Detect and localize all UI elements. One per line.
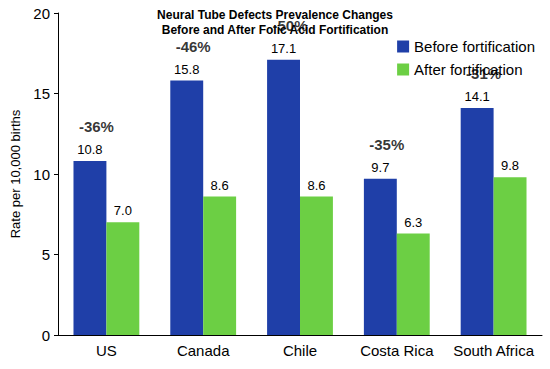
svg-text:14.1: 14.1 [464, 89, 489, 104]
svg-text:6.3: 6.3 [404, 215, 422, 230]
svg-text:8.6: 8.6 [211, 178, 229, 193]
svg-text:20: 20 [33, 5, 50, 22]
svg-text:17.1: 17.1 [271, 41, 296, 56]
svg-text:10.8: 10.8 [77, 142, 102, 157]
svg-text:15: 15 [33, 85, 50, 102]
svg-text:Costa Rica: Costa Rica [360, 342, 434, 359]
svg-text:5: 5 [42, 246, 50, 263]
svg-text:Before and After Folic Acid Fo: Before and After Folic Acid Fortificatio… [162, 23, 388, 37]
svg-text:7.0: 7.0 [114, 203, 132, 218]
svg-text:0: 0 [42, 327, 50, 344]
svg-text:-46%: -46% [176, 38, 211, 55]
svg-text:Rate per 10,000 births: Rate per 10,000 births [8, 109, 23, 238]
svg-text:10: 10 [33, 166, 50, 183]
svg-text:Before fortification: Before fortification [414, 38, 535, 55]
svg-text:US: US [96, 342, 117, 359]
svg-text:9.7: 9.7 [371, 160, 389, 175]
svg-text:15.8: 15.8 [174, 62, 199, 77]
svg-text:8.6: 8.6 [307, 178, 325, 193]
svg-text:Chile: Chile [283, 342, 317, 359]
svg-text:Neural Tube Defects Prevalence: Neural Tube Defects Prevalence Changes [157, 8, 393, 22]
svg-text:South Africa: South Africa [453, 342, 535, 359]
svg-text:Canada: Canada [177, 342, 230, 359]
svg-text:-36%: -36% [79, 118, 114, 135]
svg-text:9.8: 9.8 [501, 158, 519, 173]
svg-text:After fortification: After fortification [414, 61, 522, 78]
svg-text:-35%: -35% [369, 136, 404, 153]
